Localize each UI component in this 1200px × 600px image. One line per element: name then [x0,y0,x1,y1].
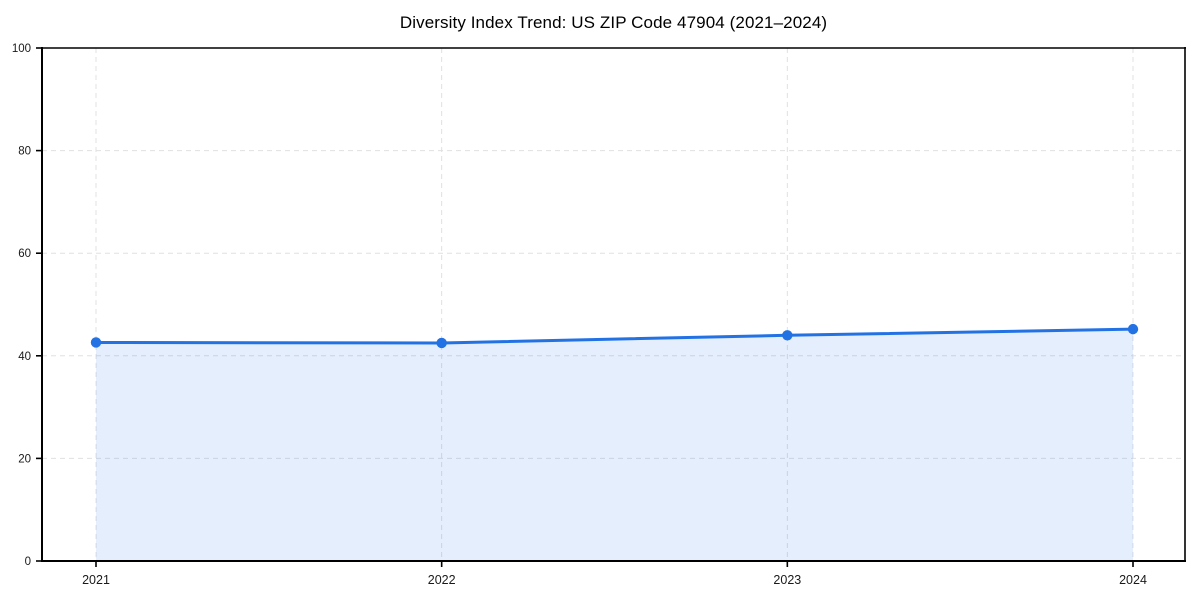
x-tick-label: 2021 [82,573,110,587]
x-tick-label: 2023 [773,573,801,587]
data-point-marker [90,337,102,348]
trend-line [94,327,1135,345]
y-tick-label: 40 [18,351,31,363]
y-tick-label: 100 [12,43,31,55]
y-tick-label: 80 [18,146,31,158]
data-point-marker [1127,323,1139,335]
x-tick-label: 2024 [1119,573,1147,587]
data-point-marker [782,330,793,341]
y-tick-label: 20 [18,453,31,465]
chart-title: Diversity Index Trend: US ZIP Code 47904… [399,13,828,32]
y-tick-label: 0 [25,556,31,568]
x-tick-label: 2022 [428,573,456,587]
plot-area: 0 20 40 60 80 100 2021 2022 2023 2024 [12,43,1186,587]
area-fill [96,329,1133,561]
data-point-marker [436,337,447,349]
y-tick-label: 60 [18,248,31,260]
